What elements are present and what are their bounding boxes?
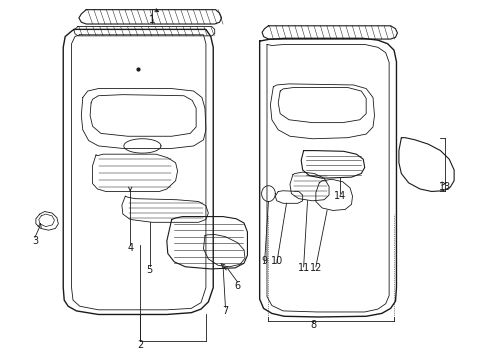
Text: 5: 5 <box>147 265 153 275</box>
Text: 3: 3 <box>32 236 38 246</box>
Text: 12: 12 <box>310 263 322 273</box>
Text: 1: 1 <box>149 15 155 26</box>
Text: 2: 2 <box>137 340 143 350</box>
Text: 13: 13 <box>439 182 451 192</box>
Text: 11: 11 <box>297 263 310 273</box>
Text: 9: 9 <box>262 256 268 266</box>
Text: 4: 4 <box>127 243 133 253</box>
Text: 7: 7 <box>222 306 228 316</box>
Text: 8: 8 <box>310 320 317 330</box>
Text: 10: 10 <box>270 256 283 266</box>
Text: 14: 14 <box>334 191 346 201</box>
Text: 6: 6 <box>235 281 241 291</box>
